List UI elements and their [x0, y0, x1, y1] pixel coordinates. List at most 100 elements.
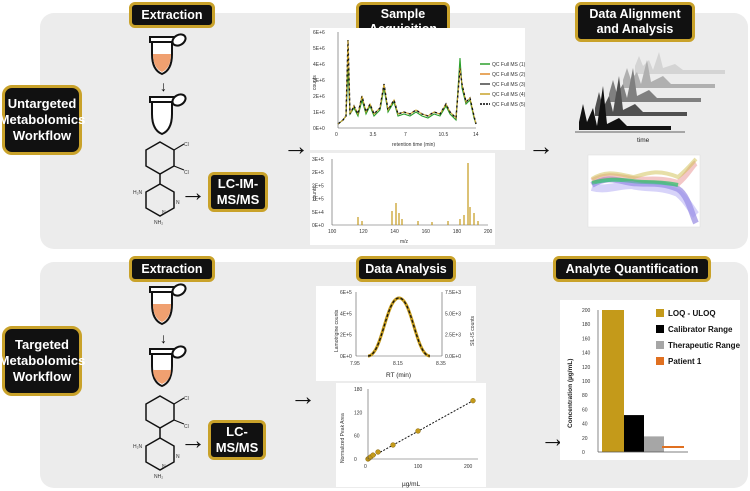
chrom-ytick: 2E+6 [313, 94, 325, 100]
down-arrow-icon: ↓ [160, 330, 167, 346]
peak-ylabel-left: Lamotrigine counts [334, 309, 340, 352]
calib-point [415, 428, 421, 434]
spec-ytick: 2E+5 [312, 170, 324, 176]
calib-xlabel: µg/mL [402, 481, 421, 488]
bar-legend-swatch [656, 309, 664, 317]
spec-xtick: 160 [422, 229, 431, 235]
chrom-ytick: 1E+6 [313, 110, 325, 116]
spec-ytick: 5E+4 [312, 210, 324, 216]
spec-xtick: 100 [328, 229, 337, 235]
calib-point [390, 442, 396, 448]
chrom-xtick: 7 [404, 132, 407, 138]
bar-legend-label: Patient 1 [668, 357, 702, 366]
chrom-legend-label: QC Full MS (3) [492, 82, 526, 88]
targeted-workflow-label: Targeted Metabolomics Workflow [0, 326, 85, 396]
svg-text:H₂N: H₂N [133, 444, 143, 450]
bar-ytick: 40 [582, 422, 588, 428]
svg-text:N: N [176, 454, 180, 460]
svg-text:Cl: Cl [184, 396, 189, 402]
calib-ytick: 120 [354, 410, 363, 416]
calib-point [375, 449, 381, 455]
bar-mark [624, 415, 644, 452]
chrom-ytick: 6E+6 [313, 30, 325, 36]
calib-ytick: 60 [354, 434, 360, 440]
spec-ytick: 3E+5 [312, 157, 324, 163]
calib-ylabel: Normalized Peak Area [340, 413, 346, 463]
peak-xlabel: RT (min) [386, 372, 411, 379]
chrom-legend-label: QC Full MS (1) [492, 62, 526, 68]
bar-ytick: 140 [582, 351, 591, 357]
bar-legend-label: LOQ - ULOQ [668, 309, 716, 318]
tube-icon [149, 345, 187, 388]
svg-text:Cl: Cl [184, 170, 189, 176]
chrom-xlabel: retention time (min) [392, 142, 435, 148]
profile-plot-chart [587, 154, 701, 228]
extraction-header-top: Extraction [129, 2, 215, 28]
calib-xtick: 100 [414, 464, 423, 470]
bar-ytick: 200 [582, 308, 591, 314]
mass-spectrum-chart: 3E+5 2E+5 2E+5 1E+5 5E+4 0E+0 100 120 140 160 180… [310, 153, 495, 245]
quantification-bar-chart: 0 20 40 60 80 100 120 140 160 180 200 LOQ - ULOQ Ca… [560, 300, 741, 460]
chrom-xtick: 14 [473, 132, 479, 138]
svg-text:N: N [176, 200, 180, 206]
bar-legend-swatch [656, 341, 664, 349]
bar-ylabel: Concentration (µg/mL) [567, 359, 574, 428]
calib-ytick: 180 [354, 387, 363, 393]
bar-ytick: 20 [582, 436, 588, 442]
spec-ytick: 1E+5 [312, 197, 324, 203]
untargeted-workflow-label: Untargeted Metabolomics Workflow [0, 85, 85, 155]
chrom-ytick: 5E+6 [313, 46, 325, 52]
spec-ytick: 0E+0 [312, 223, 324, 229]
bar-mark [602, 310, 624, 452]
bar-ytick: 0 [582, 450, 585, 456]
spec-ylabel: counts [312, 186, 318, 201]
chromatogram-chart: 6E+6 5E+6 4E+6 3E+6 2E+6 1E+6 0E+0 0 3.5 7 10.5 14… [310, 28, 526, 150]
calib-point [470, 398, 476, 404]
chrom-xtick: 0 [335, 132, 338, 138]
chrom-ytick: 0E+0 [313, 126, 325, 132]
svg-text:Cl: Cl [184, 424, 189, 430]
molecule-icon: Cl Cl H₂N N N NH₂ [133, 395, 189, 480]
spec-xtick: 140 [390, 229, 399, 235]
bar-legend-swatch [656, 325, 664, 333]
bar-ytick: 100 [582, 379, 591, 385]
peak-ytick-left: 0E+0 [340, 354, 352, 360]
alignment-waterfall-chart: time [575, 52, 725, 144]
peak-ytick-left: 4E+5 [340, 311, 352, 317]
peak-xtick: 7.95 [350, 361, 360, 367]
calib-xtick: 200 [464, 464, 473, 470]
chrom-ytick: 4E+6 [313, 62, 325, 68]
svg-text:N: N [162, 210, 166, 216]
calibration-chart: 180 120 60 0 0 100 200 µg/mL Normalized Peak … [336, 383, 486, 488]
peak-ylabel-right: SIL-IS counts [470, 315, 476, 346]
data-alignment-header: Data Alignment and Analysis [575, 2, 695, 42]
calib-point [370, 452, 376, 458]
svg-text:NH₂: NH₂ [154, 474, 163, 480]
bar-legend-label: Therapeutic Range [668, 341, 741, 350]
tube-icon [149, 33, 187, 76]
svg-text:H₂N: H₂N [133, 190, 143, 196]
chrom-legend-label: QC Full MS (2) [492, 72, 526, 78]
chrom-legend-label: QC Full MS (4) [492, 92, 526, 98]
peak-xtick: 8.15 [393, 361, 403, 367]
arrow-right-icon: → [528, 131, 554, 161]
alignment-xlabel: time [637, 137, 650, 144]
arrow-right-icon: → [290, 381, 316, 411]
spec-xlabel: m/z [400, 239, 409, 245]
bar-ytick: 180 [582, 322, 591, 328]
bar-legend-label: Calibrator Range [668, 325, 733, 334]
lc-im-msms-label: LC-IM-MS/MS [208, 172, 268, 212]
chrom-ytick: 3E+6 [313, 78, 325, 84]
tube-icon [149, 93, 187, 136]
bar-ytick: 60 [582, 407, 588, 413]
peak-chart: 6E+5 4E+5 2E+5 0E+0 7.5E+3 5.0E+3 2.5E+3 0.0E+… [316, 286, 476, 381]
chrom-xtick: 3.5 [370, 132, 377, 138]
calib-xtick: 0 [364, 464, 367, 470]
down-arrow-icon: ↓ [160, 78, 167, 94]
arrow-right-icon: → [283, 131, 309, 161]
calib-fit-line [367, 400, 474, 460]
peak-ytick-right: 5.0E+3 [445, 311, 461, 317]
lc-msms-label: LC-MS/MS [208, 420, 266, 460]
svg-text:NH₂: NH₂ [154, 220, 163, 226]
svg-text:N: N [162, 464, 166, 470]
